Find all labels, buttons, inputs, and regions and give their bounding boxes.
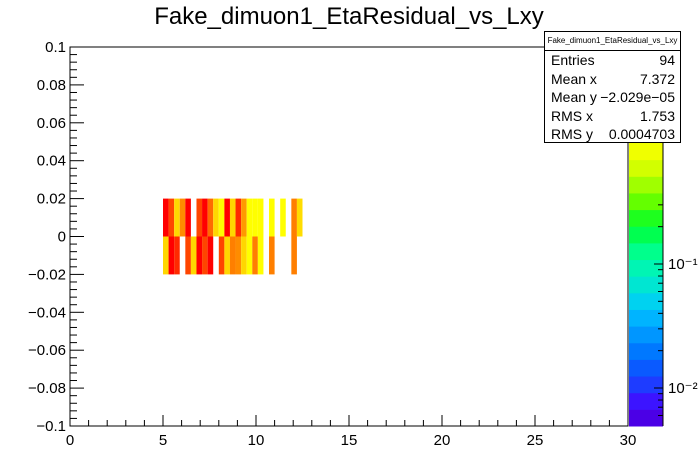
heatmap-cell [296,198,303,237]
heatmap-cell [185,198,191,237]
heatmap-cell [218,236,225,275]
y-tick-label: −0.08 [28,380,66,397]
heatmap-cell [202,236,208,275]
colorbar-segment [629,342,663,360]
x-tick-label: 10 [248,432,265,449]
heatmap-cell [207,198,214,237]
heatmap-cell [174,198,180,237]
heatmap-cell [196,198,203,237]
heatmap-cell [241,198,247,237]
heatmap-cell [252,198,258,237]
heatmap-cell [185,236,191,275]
heatmap-cell [229,198,236,237]
y-tick-label: 0.04 [37,153,66,170]
heatmap-cell [257,198,264,237]
heatmap-cell [168,236,175,275]
stat-label: RMS x [551,107,593,124]
heatmap-cell [246,236,253,275]
x-tick-label: 5 [159,432,167,449]
heatmap-cell [174,236,180,275]
colorbar-segment [629,409,663,427]
colorbar-segment [629,326,663,344]
y-tick-label: 0.08 [37,77,66,94]
stat-value: −2.029e−05 [600,89,675,105]
heatmap-cell [163,198,169,237]
heatmap-cell [235,236,242,275]
y-tick-label: 0.02 [37,191,66,208]
colorbar-segment [629,209,663,227]
colorbar-segment [629,192,663,211]
y-tick-label: −0.1 [36,418,66,435]
colorbar-segment [629,376,663,394]
heatmap-cell [218,198,225,237]
stat-label: RMS y [551,126,593,142]
colorbar-segment [629,143,663,161]
stat-row-mean-x: Mean x 7.372 [545,70,680,89]
heatmap-cell [246,198,253,237]
y-tick-label: 0.06 [37,115,66,132]
stat-row-rms-y: RMS y 0.0004703 [545,125,680,144]
heatmap-cell [179,198,186,237]
heatmap-cell [241,236,247,275]
colorbar-tick-label: 10⁻² [668,380,698,397]
heatmap-cells [163,198,303,275]
y-tick-label: 0 [58,229,66,246]
stat-value: 7.372 [639,70,675,87]
stat-label: Mean x [551,70,597,87]
colorbar-segment [629,276,663,294]
colorbar-segment [629,176,663,194]
heatmap-cell [229,236,236,275]
stat-row-mean-y: Mean y −2.029e−05 [545,88,680,107]
stat-value: 1.753 [639,107,675,124]
x-tick-label: 30 [620,432,637,449]
heatmap-cell [213,198,219,237]
stat-label: Mean y [551,89,597,105]
heatmap-cell [269,236,275,275]
chart-title: Fake_dimuon1_EtaResidual_vs_Lxy [154,3,544,30]
heatmap-cell [269,198,275,237]
stat-label: Entries [551,52,595,68]
y-tick-label: −0.04 [28,304,66,321]
color-scale: 10⁻¹ 10⁻² [629,143,698,427]
x-tick-label: 20 [434,432,451,449]
heatmap-cell [207,236,214,275]
x-tick-label: 25 [527,432,544,449]
stat-row-rms-x: RMS x 1.753 [545,107,680,126]
heatmap-cell [235,198,242,237]
heatmap-cell [280,198,286,237]
colorbar-segment [629,359,663,377]
heatmap-cell [196,236,203,275]
stat-value: 94 [659,52,675,68]
y-tick-label: −0.06 [28,342,66,359]
colorbar-segment [629,242,663,261]
heatmap-cell [163,236,169,275]
heatmap-cell [291,236,297,275]
x-tick-label: 0 [66,432,74,449]
heatmap-cell [168,198,175,237]
y-tick-label: −0.02 [28,266,66,283]
heatmap-cell [224,198,230,237]
stats-box: Fake_dimuon1_EtaResidual_vs_Lxy Entries … [544,31,681,143]
colorbar-tick-label: 10⁻¹ [668,256,698,273]
axes: 0 5 10 15 20 25 30 0.1 0.08 0.06 0.04 0.02 0 −0.02 −0.… [28,39,636,449]
y-tick-label: 0.1 [45,39,66,56]
stat-row-entries: Entries 94 [545,51,680,70]
colorbar-segment [629,226,663,244]
colorbar-segment [629,259,663,277]
heatmap-cell [190,236,197,275]
x-tick-label: 15 [341,432,358,449]
heatmap-cell [252,236,258,275]
stat-value: 0.0004703 [608,126,675,142]
heatmap-cell [257,236,264,275]
heatmap-cell [224,236,230,275]
stats-title: Fake_dimuon1_EtaResidual_vs_Lxy [545,32,680,51]
heatmap-cell [291,198,297,237]
colorbar-segment [629,309,663,327]
colorbar-segment [629,392,663,410]
colorbar-segment [629,292,663,310]
colorbar-segment [629,159,663,177]
heatmap-cell [202,198,208,237]
